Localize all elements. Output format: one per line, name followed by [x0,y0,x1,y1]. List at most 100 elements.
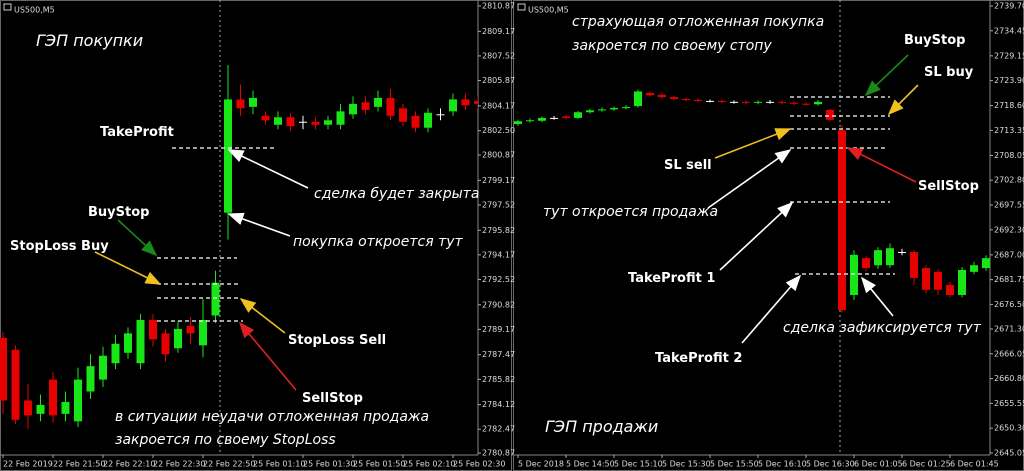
symbol: US500,M5 [528,6,569,15]
candle-body [586,110,594,113]
y-tick-label: 2713.35 [994,126,1024,135]
candle-body [274,117,282,125]
candle-body [646,92,654,96]
candle-body [742,101,750,103]
annotation: TakeProfit 1 [628,271,715,286]
x-tick-label: 22 Feb 22:10 [103,460,155,469]
candle-body [299,121,307,123]
candle-body [411,115,420,128]
y-tick-label: 2792.52 [482,275,515,284]
x-tick-label: 5 Dec 16:10 [758,460,807,469]
x-tick-label: 25 Feb 01:50 [353,460,405,469]
candle-body [886,248,894,266]
candle-body [61,401,70,414]
candle-body [224,99,232,213]
annotation: покупка откроется тут [293,234,464,250]
y-tick-label: 2708.05 [994,151,1024,160]
candle-body [622,107,630,109]
y-tick-label: 2660.80 [994,374,1024,383]
candle-body [898,252,906,254]
candle-body [922,268,930,290]
candle-body [199,319,207,346]
annotation: в ситуации неудачи отложенная продажа [115,409,429,425]
annotation: SellStop [918,179,979,194]
arrow [227,212,291,237]
candle-body [74,379,82,422]
candle-body [946,285,954,295]
candle-body [211,282,220,316]
candle-body [0,337,7,401]
symbol: US500,M5 [14,6,55,15]
candle-body [374,97,382,107]
candle-body [562,116,570,118]
candle-body [424,112,432,128]
candle-body [36,404,45,414]
annotation: сделка зафиксируется тут [783,320,982,336]
y-tick-label: 2780.87 [482,449,515,458]
candle-body [249,97,257,107]
y-tick-label: 2671.30 [994,324,1024,333]
x-tick-label: 22 Feb 22:50 [203,460,255,469]
y-tick-label: 2650.30 [994,424,1024,433]
y-tick-label: 2787.47 [482,350,515,359]
y-tick-label: 2797.52 [482,200,515,209]
arrow [117,219,158,257]
arrow [227,149,309,189]
candle-body [99,355,107,380]
candle-body [778,101,786,103]
annotation: страхующая отложенная покупка [572,14,824,30]
y-tick-label: 2697.55 [994,201,1024,210]
annotation: BuyStop [88,205,149,220]
candle-body [86,366,95,392]
candle-body [802,103,810,105]
symbol-icon [517,3,526,11]
candle-body [658,94,666,98]
candle-body [514,121,522,125]
candle-body [670,97,678,100]
y-tick-label: 2799.17 [482,176,515,185]
candle-body [550,117,558,119]
x-tick-label: 25 Feb 01:30 [303,460,355,469]
annotation: StopLoss Buy [10,239,109,254]
x-tick-label: 6 Dec 01:45 [950,460,999,469]
candle-body [336,111,345,125]
candle-body [634,91,642,107]
arrow [860,276,894,317]
y-tick-label: 2782.47 [482,425,515,434]
candle-body [24,400,32,416]
candle-body [910,252,918,278]
candle-body [718,100,726,102]
x-tick-label: 5 Dec 15:50 [710,460,759,469]
arrow [714,128,792,159]
candle-body [474,100,478,104]
candle-body [286,117,295,127]
x-tick-label: 25 Feb 02:30 [453,460,505,469]
y-tick-label: 2785.82 [482,375,515,384]
annotation: SellStop [302,391,363,406]
candle-body [862,258,870,269]
candle-body [124,333,132,353]
candle-body [324,120,332,125]
candles [514,89,990,313]
y-tick-label: 2676.50 [994,300,1024,309]
candle-body [526,120,534,122]
candle-body [361,102,370,110]
annotation: тут откроется продажа [543,204,718,220]
candle-body [610,107,618,110]
candle-body [149,319,157,340]
x-tick-label: 25 Feb 01:10 [253,460,305,469]
candle-body [449,99,457,112]
candle-body [311,121,320,125]
y-tick-label: 2687.00 [994,250,1024,259]
arrow [846,147,917,183]
y-tick-label: 2692.30 [994,225,1024,234]
candle-body [754,101,762,103]
candle-body [261,115,270,121]
candle-body [136,319,145,364]
y-tick-label: 2789.17 [482,325,515,334]
y-tick-label: 2645.05 [994,448,1024,457]
y-tick-label: 2739.70 [994,1,1024,10]
arrow [887,84,919,116]
